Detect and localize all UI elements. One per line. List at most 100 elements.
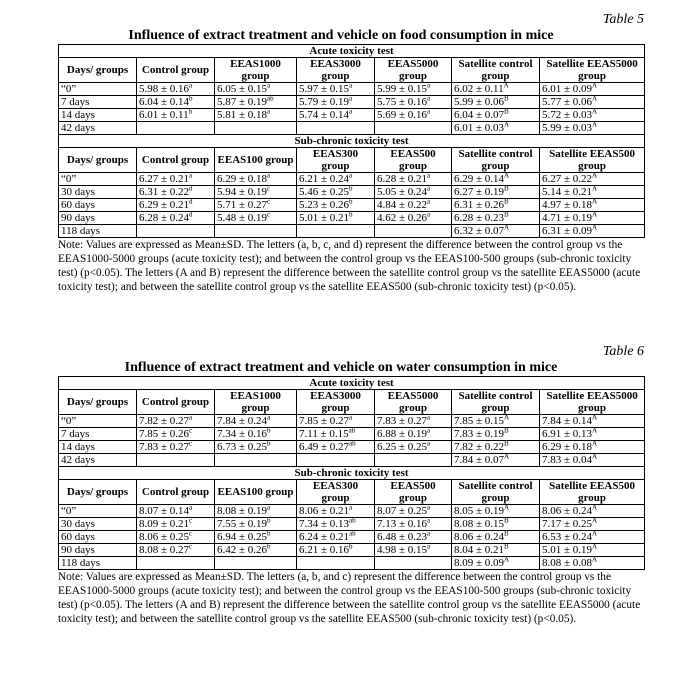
cell: 6.88 ± 0.19a [374, 426, 452, 441]
cell: 5.79 ± 0.19a [296, 95, 375, 109]
data-row: 90 days 8.08 ± 0.27c 6.42 ± 0.26b 6.21 ± 0.… [58, 542, 646, 557]
cell-value: 6.91 ± 0.13 [542, 428, 593, 440]
cell-value: 6.25 ± 0.25 [377, 441, 428, 453]
cell-superscript: B [504, 197, 509, 206]
cell-value: 8.07 ± 0.25 [377, 505, 428, 517]
cell-value: 6.53 ± 0.24 [542, 531, 593, 543]
cell: 6.27 ± 0.21a [136, 172, 215, 186]
cell-superscript: a [427, 426, 431, 435]
cell: 4.84 ± 0.22a [374, 197, 452, 212]
cell: 6.21 ± 0.24a [296, 172, 375, 186]
cell-superscript: c [189, 439, 193, 448]
cell-superscript: b [349, 210, 353, 219]
cell-value: 7.85 ± 0.26 [139, 428, 190, 440]
cell [214, 453, 297, 467]
cell-value: 5.75 ± 0.16 [377, 96, 428, 108]
cell [214, 121, 297, 135]
cell-superscript: a [189, 503, 193, 512]
cell-superscript: a [267, 503, 271, 512]
cell: 6.29 ± 0.14A [451, 172, 540, 186]
cell-superscript: A [592, 210, 598, 219]
cell-superscript: b [349, 197, 353, 206]
cell-superscript: B [504, 439, 509, 448]
cell-superscript: a [427, 81, 431, 90]
cell-value: 7.13 ± 0.16 [377, 518, 428, 530]
cell: 7.85 ± 0.26c [136, 427, 215, 441]
cell-superscript: a [189, 413, 193, 422]
cell-value: 8.08 ± 0.19 [217, 505, 268, 517]
cell: 5.74 ± 0.14a [296, 108, 375, 122]
column-header: Days/ groups [58, 389, 137, 415]
cell-superscript: a [349, 503, 353, 512]
cell: 6.28 ± 0.21a [374, 172, 452, 186]
column-header: Satellite EEAS5000 group [538, 57, 646, 83]
cell [136, 556, 215, 570]
row-label: “0” [58, 414, 137, 428]
cell: 6.32 ± 0.07A [451, 223, 540, 238]
cell: 7.83 ± 0.27a [374, 414, 452, 428]
cell: 6.02 ± 0.11A [451, 82, 540, 96]
data-table: Acute toxicity test Days/ groups Control g… [57, 44, 646, 238]
cell: 6.01 ± 0.11b [136, 108, 215, 122]
cell-superscript: A [504, 223, 510, 232]
cell-superscript: b [267, 529, 271, 538]
cell: 6.28 ± 0.23B [451, 211, 540, 225]
cell-superscript: b [189, 94, 193, 103]
cell-value: 7.83 ± 0.04 [542, 454, 593, 466]
cell-value: 7.82 ± 0.22 [454, 441, 505, 453]
cell-value: 7.17 ± 0.25 [542, 518, 593, 530]
cell: 6.01 ± 0.03A [451, 121, 540, 135]
cell: 8.08 ± 0.27c [136, 543, 215, 557]
cell-superscript: a [349, 413, 353, 422]
row-label: 14 days [58, 108, 137, 122]
data-row: 30 days 8.09 ± 0.21c 7.55 ± 0.19b 7.34 ± 0.… [58, 517, 646, 531]
cell-value: 6.88 ± 0.19 [377, 428, 428, 440]
cell-superscript: A [592, 503, 598, 512]
cell-superscript: A [592, 107, 598, 116]
cell-value: 8.06 ± 0.25 [139, 531, 190, 543]
cell-value: 5.48 ± 0.19 [217, 212, 268, 224]
cell: 7.82 ± 0.27a [136, 413, 215, 428]
cell-value: 6.28 ± 0.24 [139, 212, 190, 224]
row-label: 14 days [58, 440, 137, 454]
column-header: Satellite EEAS500 group [538, 147, 646, 173]
row-label: 42 days [58, 121, 137, 135]
cell: 8.08 ± 0.19a [214, 503, 297, 518]
column-header: Satellite control group [451, 479, 540, 505]
cell-superscript: A [592, 171, 598, 180]
cell-superscript: a [427, 542, 431, 551]
cell-value: 5.87 ± 0.19 [217, 96, 268, 108]
cell-superscript: a [267, 413, 271, 422]
cell-superscript: ab [349, 439, 356, 448]
cell-superscript: b [349, 184, 353, 193]
section-row: Acute toxicity test [57, 44, 646, 58]
cell-superscript: a [427, 197, 431, 206]
cell-value: 6.31 ± 0.22 [139, 186, 190, 198]
column-header: Satellite control group [451, 147, 540, 173]
row-label: 42 days [58, 453, 137, 467]
cell: 6.31 ± 0.22d [136, 185, 215, 199]
cell-value: 5.05 ± 0.24 [377, 186, 428, 198]
cell-value: 5.71 ± 0.27 [217, 199, 268, 211]
column-header: EEAS3000 group [296, 57, 375, 83]
cell-value: 5.81 ± 0.18 [217, 109, 268, 121]
cell-value: 6.01 ± 0.03 [454, 122, 505, 134]
cell: 8.06 ± 0.25c [136, 530, 215, 544]
cell-value: 6.29 ± 0.21 [139, 199, 190, 211]
column-header: EEAS300 group [296, 147, 375, 173]
data-row: 90 days 6.28 ± 0.24d 5.48 ± 0.19c 5.01 ± 0.… [58, 210, 646, 225]
cell: 5.98 ± 0.16a [136, 82, 215, 96]
row-label: 118 days [58, 556, 137, 570]
data-row: “0” 5.98 ± 0.16a 6.05 ± 0.15a 5.97 ± 0.15a 5… [58, 81, 646, 96]
cell-value: 6.28 ± 0.21 [377, 173, 428, 185]
row-label: “0” [58, 172, 137, 186]
cell-value: 7.85 ± 0.27 [299, 415, 350, 427]
row-label: 30 days [58, 185, 137, 199]
column-header: Satellite control group [451, 389, 540, 415]
cell-value: 7.83 ± 0.27 [377, 415, 428, 427]
cell [374, 556, 452, 570]
cell [374, 453, 452, 467]
table-label: Table 6 [602, 344, 644, 359]
cell-superscript: c [267, 184, 271, 193]
data-row: “0” 8.07 ± 0.14a 8.08 ± 0.19a 8.06 ± 0.21a 8… [58, 503, 646, 518]
